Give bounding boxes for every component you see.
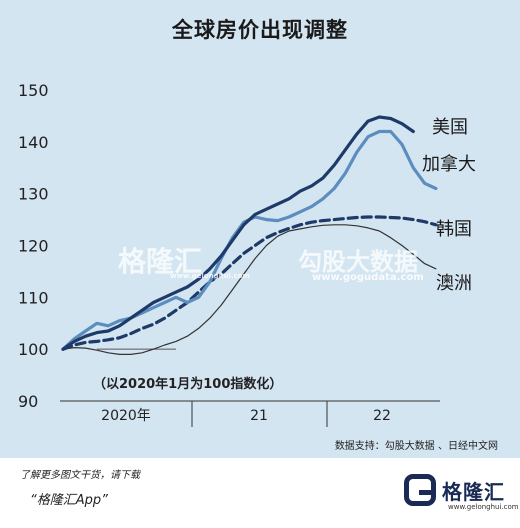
download-hint: 了解更多图文干货，请下载 (20, 470, 140, 481)
series-line-0 (61, 115, 415, 351)
footer-logo-url: www.gelonghui.com (448, 503, 519, 511)
logo-g-icon (404, 474, 436, 506)
y-tick-label-1: 100 (18, 340, 49, 359)
footer-logo[interactable]: 格隆汇 www.gelonghui.com (404, 472, 519, 518)
watermark-data-url: www.gogudata.com (312, 272, 424, 283)
legend-label-1: 加拿大 (422, 153, 476, 175)
legend-label-3: 澳洲 (436, 273, 472, 294)
app-name-link[interactable]: “格隆汇App” (30, 493, 108, 508)
chart-card: 全球房价出现调整 90 100 110 120 130 140 150 2020年 21 22 （以… (0, 0, 520, 458)
y-tick-label-5: 140 (18, 133, 49, 152)
y-tick-label-6: 150 (18, 81, 49, 100)
y-tick-label-3: 120 (18, 237, 49, 256)
watermark-data: 勾股大数据 (298, 248, 418, 276)
series-line-3 (62, 224, 437, 355)
chart-annotation: （以2020年1月为100指数化） (93, 376, 282, 392)
series-line-2 (61, 215, 438, 351)
watermark-logo: 格隆汇 (118, 245, 203, 278)
legend-label-0: 美国 (432, 117, 468, 138)
y-tick-label-4: 130 (18, 185, 49, 204)
chart-title: 全球房价出现调整 (172, 18, 348, 42)
x-tick-label-1: 21 (250, 408, 268, 424)
watermark-logo-url: www.gelonghui.com (170, 272, 250, 280)
footer-logo-name: 格隆汇 (442, 480, 505, 504)
data-source: 数据支持：勾股大数据 、日经中文网 (334, 441, 498, 452)
legend-label-2: 韩国 (436, 219, 472, 240)
y-tick-label-2: 110 (18, 288, 49, 307)
line-chart: 90 100 110 120 130 140 150 2020年 21 22 （以2020年1月为1… (18, 81, 476, 427)
x-tick-label-0: 2020年 (101, 408, 151, 424)
x-tick-label-2: 22 (373, 408, 391, 424)
y-tick-label-0: 90 (18, 392, 38, 411)
